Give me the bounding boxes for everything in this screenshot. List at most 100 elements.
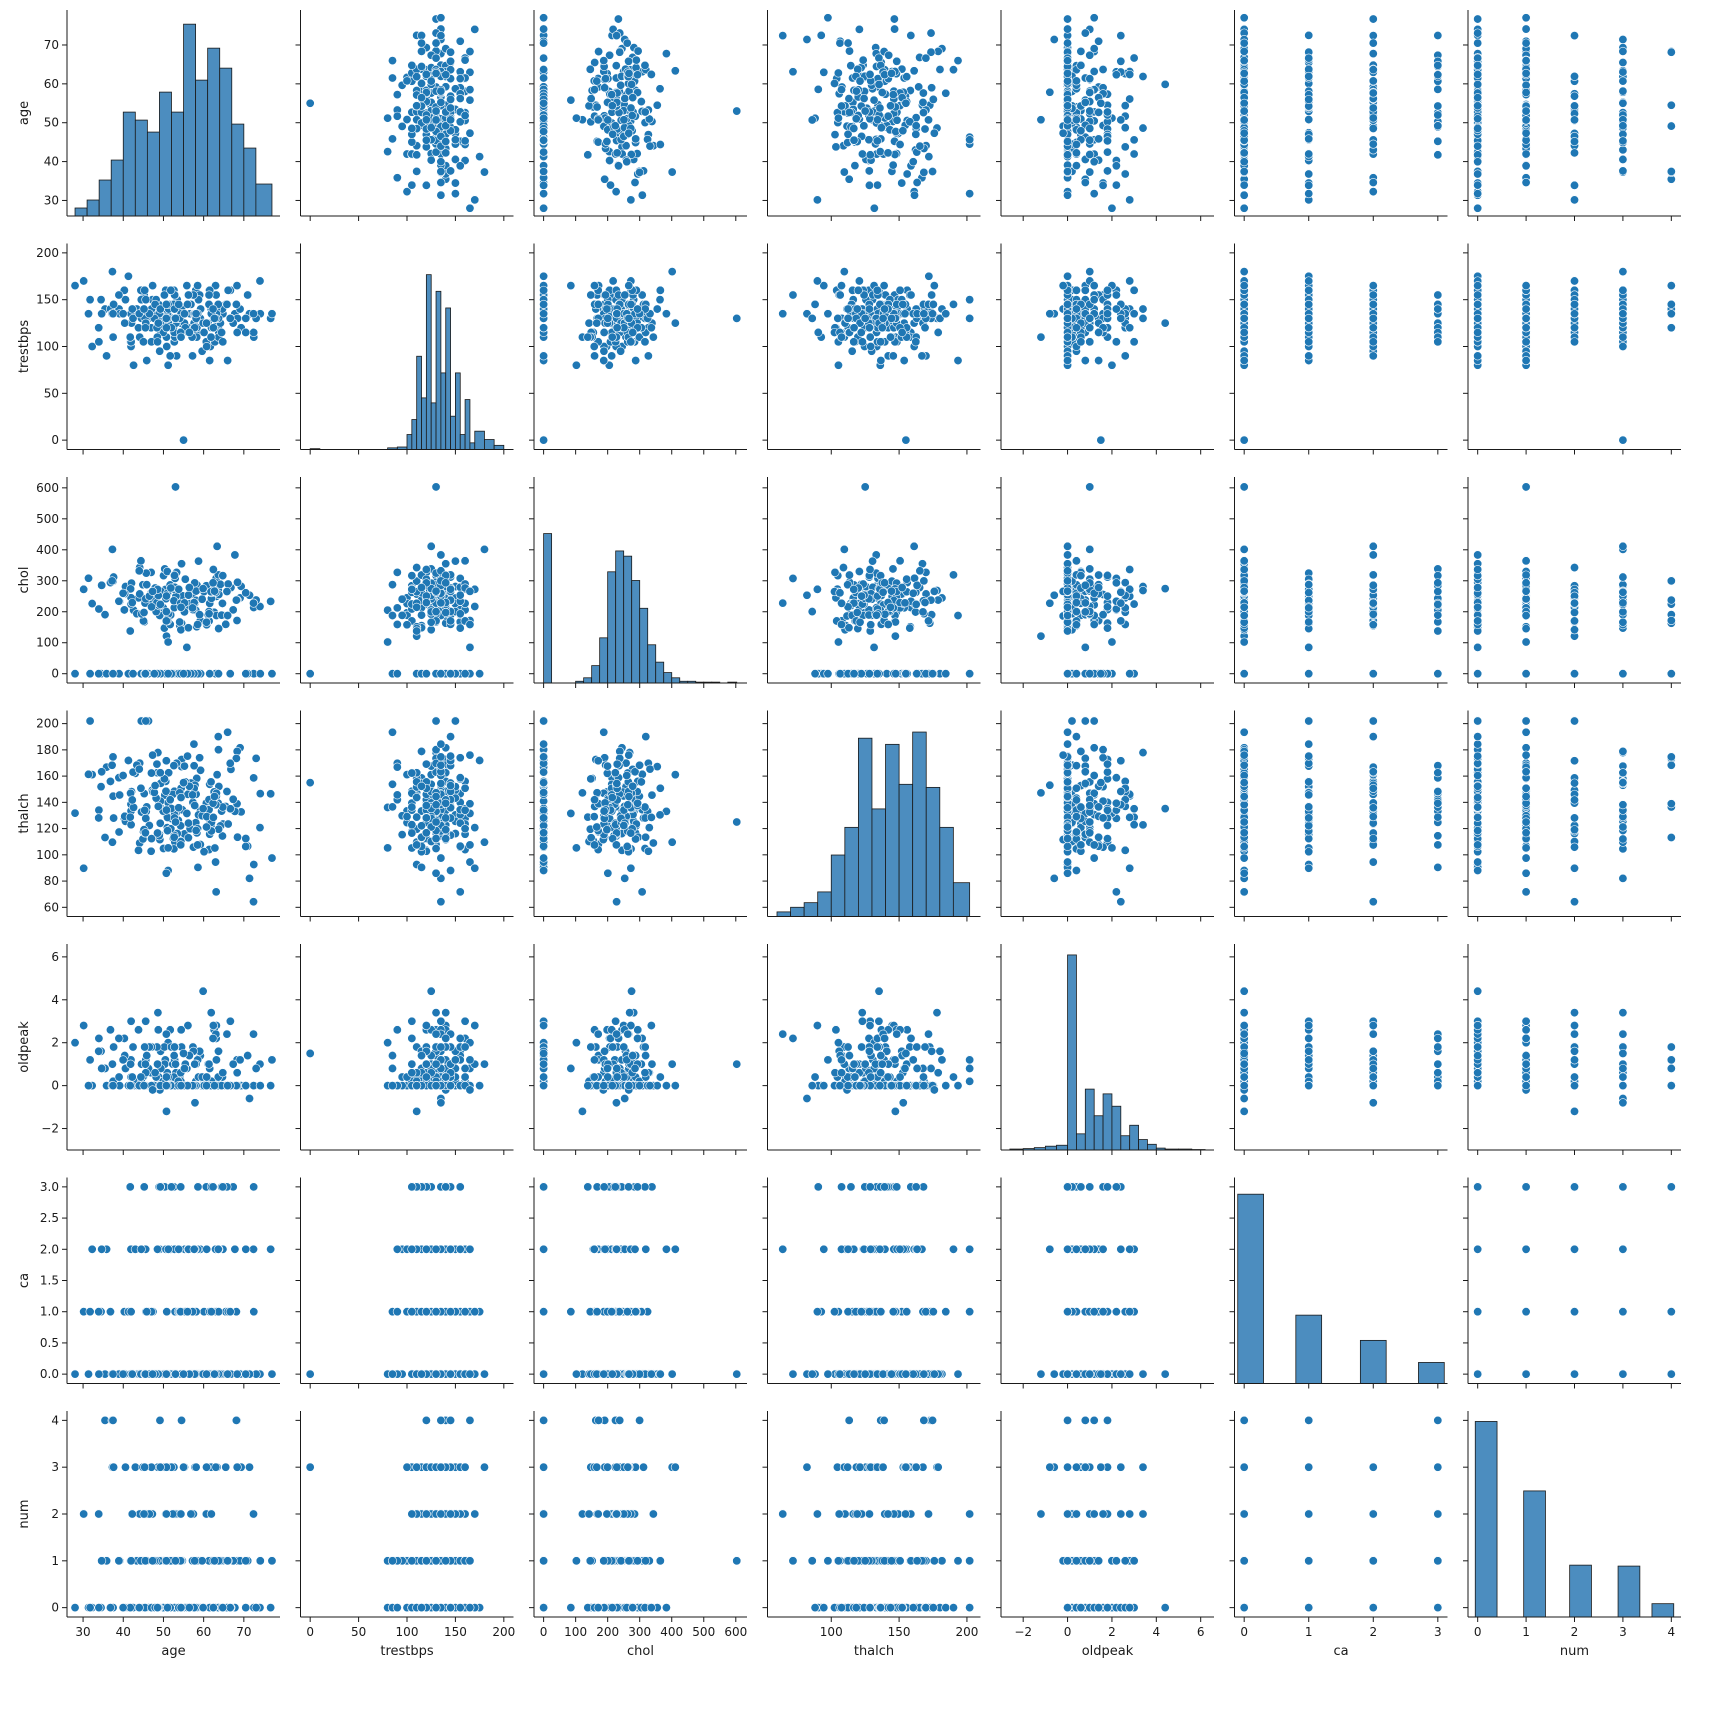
scatter-point [891, 632, 899, 640]
scatter-point [466, 841, 474, 849]
scatter-point [403, 812, 411, 820]
scatter-point [422, 670, 430, 678]
scatter-point [109, 333, 117, 341]
scatter-point [848, 347, 856, 355]
scatter-point [153, 760, 161, 768]
scatter-point [627, 104, 635, 112]
scatter-point [539, 272, 547, 280]
scatter-point [86, 295, 94, 303]
scatter-point [853, 608, 861, 616]
scatter-point [1086, 168, 1094, 176]
scatter-point [461, 825, 469, 833]
scatter-point [205, 291, 213, 299]
scatter-point [249, 898, 257, 906]
scatter-point [1522, 483, 1530, 491]
panel-age-vs-thalch [763, 10, 981, 221]
scatter-point [898, 583, 906, 591]
scatter-point [1240, 670, 1248, 678]
scatter-point [845, 175, 853, 183]
scatter-point [442, 834, 450, 842]
scatter-point [1125, 196, 1133, 204]
scatter-point [1139, 305, 1147, 313]
scatter-point [1473, 181, 1481, 189]
scatter-point [446, 57, 454, 65]
scatter-point [128, 598, 136, 606]
scatter-point [1305, 72, 1313, 80]
scatter-point [213, 542, 221, 550]
scatter-point [1305, 338, 1313, 346]
scatter-point [1072, 149, 1080, 157]
scatter-point [383, 147, 391, 155]
scatter-point [854, 286, 862, 294]
scatter-point [256, 789, 264, 797]
scatter-point [834, 114, 842, 122]
scatter-point [625, 129, 633, 137]
scatter-point [901, 310, 909, 318]
scatter-point [836, 291, 844, 299]
scatter-point [621, 94, 629, 102]
scatter-point [808, 314, 816, 322]
scatter-point [466, 47, 474, 55]
scatter-point [1369, 66, 1377, 74]
scatter-point [156, 769, 164, 777]
scatter-point [954, 611, 962, 619]
scatter-point [1434, 61, 1442, 69]
scatter-point [789, 68, 797, 76]
scatter-point [140, 608, 148, 616]
scatter-point [1240, 436, 1248, 444]
scatter-point [1619, 155, 1627, 163]
scatter-point [190, 740, 198, 748]
scatter-point [789, 291, 797, 299]
scatter-point [188, 352, 196, 360]
scatter-point [1522, 670, 1530, 678]
scatter-point [965, 136, 973, 144]
scatter-point [866, 565, 874, 573]
scatter-point [1125, 324, 1133, 332]
scatter-point [456, 162, 464, 170]
scatter-point [902, 99, 910, 107]
scatter-point [471, 602, 479, 610]
y-tick-label: 300 [36, 574, 59, 588]
scatter-point [921, 125, 929, 133]
scatter-point [185, 583, 193, 591]
y-axis-label-age: age [17, 101, 32, 125]
scatter-point [408, 571, 416, 579]
scatter-point [1473, 80, 1481, 88]
scatter-point [600, 56, 608, 64]
scatter-point [166, 352, 174, 360]
scatter-point [199, 804, 207, 812]
scatter-point [836, 39, 844, 47]
scatter-point [1090, 295, 1098, 303]
scatter-point [442, 826, 450, 834]
scatter-point [814, 85, 822, 93]
scatter-point [590, 352, 598, 360]
scatter-point [1369, 314, 1377, 322]
scatter-point [233, 616, 241, 624]
scatter-point [451, 717, 459, 725]
scatter-point [1240, 56, 1248, 64]
scatter-point [879, 588, 887, 596]
scatter-point [1086, 338, 1094, 346]
scatter-point [412, 151, 420, 159]
scatter-point [432, 54, 440, 62]
panel-trestbps-vs-chol [529, 244, 747, 455]
scatter-point [205, 670, 213, 678]
scatter-point [1063, 551, 1071, 559]
scatter-point [1570, 277, 1578, 285]
histogram-bar [417, 356, 422, 449]
scatter-point [1369, 104, 1377, 112]
scatter-point [224, 580, 232, 588]
scatter-point [1570, 310, 1578, 318]
scatter-point [1522, 116, 1530, 124]
scatter-point [867, 621, 875, 629]
scatter-point [1059, 129, 1067, 137]
scatter-point [808, 116, 816, 124]
scatter-point [912, 122, 920, 130]
scatter-point [79, 585, 87, 593]
scatter-point [928, 670, 936, 678]
scatter-point [128, 796, 136, 804]
scatter-point [1305, 300, 1313, 308]
scatter-point [242, 842, 250, 850]
scatter-point [641, 338, 649, 346]
scatter-point [628, 93, 636, 101]
